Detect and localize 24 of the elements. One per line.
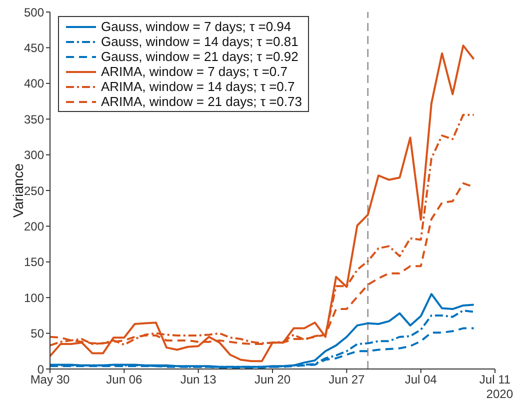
y-tick-label: 100 [24,290,44,305]
x-tick-label: Jun 20 [254,372,291,387]
legend-label: ARIMA, window = 7 days; τ =0.7 [101,64,288,79]
x-tick-label: Jun 27 [328,372,366,387]
y-tick-label: 400 [24,76,44,91]
text: 2020 [486,387,513,401]
legend-label: ARIMA, window = 21 days; τ =0.73 [101,94,302,109]
y-tick-label: 150 [24,255,44,270]
x-tick-label: Jul 04 [404,372,438,387]
y-tick-label: 200 [24,219,44,234]
legend-label: Gauss, window = 21 days; τ =0.92 [101,49,298,64]
y-tick-label: 450 [24,40,44,55]
y-tick-label: 250 [24,184,44,198]
x-tick-label: Jun 06 [106,372,143,387]
y-tick-label: 300 [24,148,44,162]
legend-label: Gauss, window = 7 days; τ =0.94 [101,19,292,34]
y-tick-label: 350 [24,112,44,126]
x-tick-label: Jun 13 [180,372,217,387]
y-axis-title: Variance [10,163,26,218]
y-tick-label: 500 [24,5,44,20]
y-tick-label: 50 [30,326,44,341]
x-tick-label: Jul 11 [479,372,511,387]
legend-label: ARIMA, window = 14 days; τ =0.7 [101,79,295,94]
legend-label: Gauss, window = 14 days; τ =0.81 [101,34,298,49]
